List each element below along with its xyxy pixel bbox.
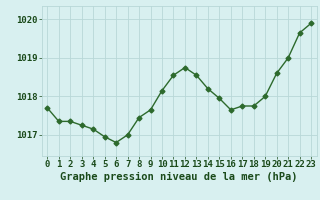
X-axis label: Graphe pression niveau de la mer (hPa): Graphe pression niveau de la mer (hPa): [60, 172, 298, 182]
